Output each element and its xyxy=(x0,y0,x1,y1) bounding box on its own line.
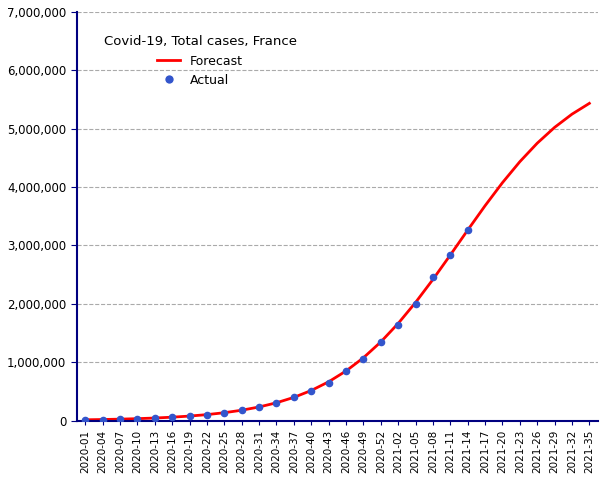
Point xyxy=(463,226,473,234)
Point xyxy=(202,411,212,419)
Point xyxy=(132,415,142,422)
Point xyxy=(393,321,403,328)
Point xyxy=(115,415,125,423)
Point xyxy=(237,406,247,414)
Point xyxy=(324,379,333,386)
Legend: Forecast, Actual: Forecast, Actual xyxy=(99,30,301,92)
Point xyxy=(445,252,455,259)
Point xyxy=(168,413,177,421)
Point xyxy=(185,412,194,420)
Point xyxy=(411,300,420,308)
Point xyxy=(428,273,438,281)
Point xyxy=(289,394,299,401)
Point xyxy=(341,368,351,375)
Point xyxy=(306,387,316,395)
Point xyxy=(80,416,90,424)
Point xyxy=(98,416,108,423)
Point xyxy=(254,403,264,411)
Point xyxy=(376,338,385,346)
Point xyxy=(220,409,229,417)
Point xyxy=(359,355,368,362)
Point xyxy=(272,399,281,407)
Point xyxy=(150,414,160,422)
